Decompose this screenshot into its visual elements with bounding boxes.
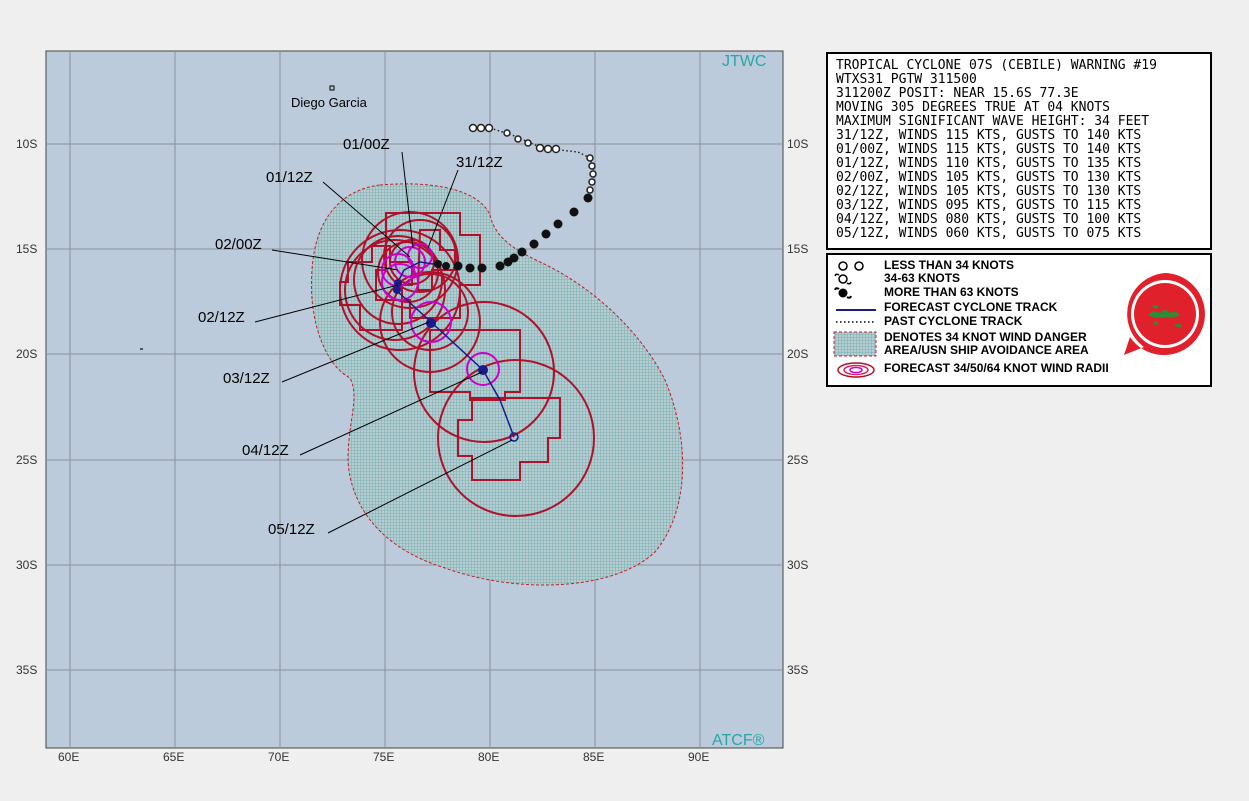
warning-line: 02/12Z, WINDS 105 KTS, GUSTS TO 130 KTS — [836, 184, 1142, 199]
diego-garcia-marker — [329, 85, 335, 91]
storm-filled-symbol-icon — [834, 287, 852, 299]
svg-text:35S: 35S — [16, 663, 37, 677]
track-label-01-12z: 01/12Z — [266, 169, 313, 186]
atcf-brand: ATCF® — [712, 732, 765, 749]
warning-line: MOVING 305 DEGREES TRUE AT 04 KNOTS — [836, 100, 1110, 115]
forecast-track-line-icon — [836, 309, 876, 311]
cyclone-track-map: 60E 65E 70E 75E 80E 85E 90E 10S 15S 20S … — [16, 50, 808, 764]
lat-axis-labels-left: 10S 15S 20S 25S 30S 35S — [16, 137, 37, 677]
warning-line: 02/00Z, WINDS 105 KTS, GUSTS TO 130 KTS — [836, 170, 1142, 185]
warning-line: MAXIMUM SIGNIFICANT WAVE HEIGHT: 34 FEET — [836, 114, 1150, 129]
svg-text:60E: 60E — [58, 750, 79, 764]
warning-text-box: TROPICAL CYCLONE 07S (CEBILE) WARNING #1… — [826, 52, 1212, 250]
warning-line: 31/12Z, WINDS 115 KTS, GUSTS TO 140 KTS — [836, 128, 1142, 143]
track-time-labels: 01/00Z 31/12Z 01/12Z 02/00Z 02/12Z 03/12… — [198, 136, 503, 538]
diego-garcia-label: Diego Garcia — [291, 95, 368, 110]
warning-title: TROPICAL CYCLONE 07S (CEBILE) WARNING #1… — [836, 58, 1157, 73]
track-label-05-12z: 05/12Z — [268, 521, 315, 538]
svg-text:70E: 70E — [268, 750, 289, 764]
past-track — [468, 123, 597, 199]
warning-line: WTXS31 PGTW 311500 — [836, 72, 977, 87]
svg-text:20S: 20S — [787, 347, 808, 361]
svg-text:20S: 20S — [16, 347, 37, 361]
track-label-04-12z: 04/12Z — [242, 442, 289, 459]
track-label-02-00z: 02/00Z — [215, 236, 262, 253]
island-marker — [140, 348, 143, 350]
svg-text:15S: 15S — [787, 242, 808, 256]
svg-text:65E: 65E — [163, 750, 184, 764]
label-leader-lines — [254, 151, 513, 534]
wind-radii-rings-icon — [837, 362, 875, 378]
warning-line: 01/12Z, WINDS 110 KTS, GUSTS TO 135 KTS — [836, 156, 1142, 171]
warning-line: 05/12Z, WINDS 060 KTS, GUSTS TO 075 KTS — [836, 226, 1142, 241]
lat-axis-labels-right: 10S 15S 20S 25S 30S 35S — [787, 137, 808, 677]
svg-text:90E: 90E — [688, 750, 709, 764]
storm-half-symbol-icon — [834, 273, 852, 285]
svg-text:10S: 10S — [787, 137, 808, 151]
svg-text:80E: 80E — [478, 750, 499, 764]
storm-open-symbol-icon — [838, 261, 864, 271]
svg-text:25S: 25S — [16, 453, 37, 467]
jtwc-brand: JTWC — [722, 53, 766, 70]
past-track-dotted-icon — [836, 321, 876, 323]
danger-area-swatch-icon — [833, 331, 877, 357]
track-label-31-12z: 31/12Z — [456, 154, 503, 171]
svg-text:10S: 10S — [16, 137, 37, 151]
svg-text:30S: 30S — [787, 558, 808, 572]
svg-text:85E: 85E — [583, 750, 604, 764]
forecast-wind-radii — [339, 211, 595, 517]
svg-text:25S: 25S — [787, 453, 808, 467]
svg-text:75E: 75E — [373, 750, 394, 764]
warning-line: 03/12Z, WINDS 095 KTS, GUSTS TO 115 KTS — [836, 198, 1142, 213]
svg-text:15S: 15S — [16, 242, 37, 256]
track-label-03-12z: 03/12Z — [223, 370, 270, 387]
legend-box: LESS THAN 34 KNOTS 34-63 KNOTS MORE THAN… — [826, 253, 1212, 387]
warning-line: 01/00Z, WINDS 115 KTS, GUSTS TO 140 KTS — [836, 142, 1142, 157]
track-label-02-12z: 02/12Z — [198, 309, 245, 326]
track-label-01-00z: 01/00Z — [343, 136, 390, 153]
lon-axis-labels: 60E 65E 70E 75E 80E 85E 90E — [58, 750, 709, 764]
svg-text:35S: 35S — [787, 663, 808, 677]
warning-line: 04/12Z, WINDS 080 KTS, GUSTS TO 100 KTS — [836, 212, 1142, 227]
past-track-intense — [434, 193, 593, 273]
warning-line: 311200Z POSIT: NEAR 15.6S 77.3E — [836, 86, 1079, 101]
svg-text:30S: 30S — [16, 558, 37, 572]
jtwc-seal-logo — [1124, 273, 1205, 355]
